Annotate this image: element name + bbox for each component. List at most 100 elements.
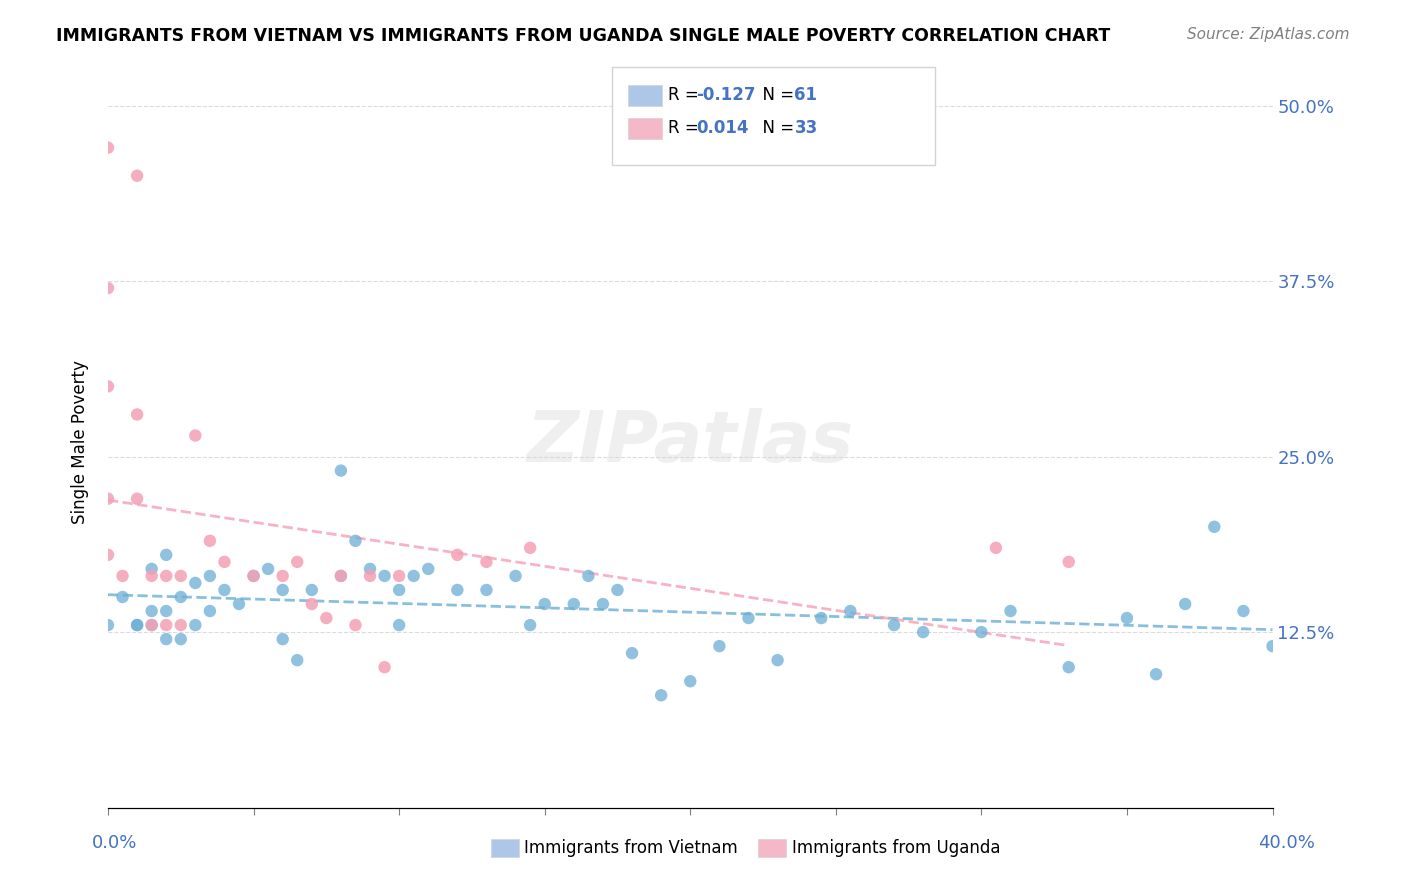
- Point: [155, 618, 177, 632]
- Point: [374, 569, 396, 583]
- Point: [329, 569, 352, 583]
- Point: [519, 618, 541, 632]
- Point: [155, 604, 177, 618]
- Point: [155, 632, 177, 646]
- Point: [170, 632, 193, 646]
- Point: [650, 688, 672, 702]
- Text: N =: N =: [752, 86, 800, 103]
- Point: [1232, 604, 1254, 618]
- Point: [766, 653, 789, 667]
- Point: [359, 562, 381, 576]
- Point: [1116, 611, 1139, 625]
- Point: [621, 646, 644, 660]
- Point: [984, 541, 1007, 555]
- Point: [359, 569, 381, 583]
- Point: [285, 555, 308, 569]
- Text: Source: ZipAtlas.com: Source: ZipAtlas.com: [1187, 27, 1350, 42]
- Text: ZIPatlas: ZIPatlas: [527, 408, 853, 477]
- Point: [533, 597, 555, 611]
- Point: [388, 618, 411, 632]
- Point: [97, 141, 120, 155]
- Point: [198, 533, 221, 548]
- Point: [271, 569, 294, 583]
- Point: [970, 625, 993, 640]
- Point: [271, 632, 294, 646]
- Text: Immigrants from Vietnam: Immigrants from Vietnam: [524, 839, 738, 857]
- Text: 0.014: 0.014: [696, 119, 748, 136]
- Point: [184, 576, 207, 591]
- Point: [606, 582, 628, 597]
- Point: [170, 618, 193, 632]
- Point: [184, 618, 207, 632]
- Point: [576, 569, 599, 583]
- Text: 33: 33: [794, 119, 818, 136]
- Point: [1174, 597, 1197, 611]
- Point: [141, 562, 163, 576]
- Point: [505, 569, 527, 583]
- Point: [198, 569, 221, 583]
- Point: [912, 625, 935, 640]
- Point: [709, 639, 731, 653]
- Point: [97, 281, 120, 295]
- Y-axis label: Single Male Poverty: Single Male Poverty: [72, 360, 89, 524]
- Point: [475, 582, 498, 597]
- Point: [592, 597, 614, 611]
- Point: [155, 548, 177, 562]
- Point: [97, 618, 120, 632]
- Point: [374, 660, 396, 674]
- Point: [475, 555, 498, 569]
- Point: [301, 582, 323, 597]
- Point: [562, 597, 585, 611]
- Point: [344, 618, 367, 632]
- Point: [198, 604, 221, 618]
- Point: [97, 379, 120, 393]
- Point: [111, 569, 134, 583]
- Point: [388, 569, 411, 583]
- Text: -0.127: -0.127: [696, 86, 755, 103]
- Point: [228, 597, 250, 611]
- Point: [97, 548, 120, 562]
- Text: 40.0%: 40.0%: [1258, 834, 1315, 852]
- Point: [402, 569, 425, 583]
- Point: [141, 618, 163, 632]
- Point: [388, 582, 411, 597]
- Text: N =: N =: [752, 119, 800, 136]
- Point: [418, 562, 440, 576]
- Point: [285, 653, 308, 667]
- Point: [214, 582, 236, 597]
- Point: [242, 569, 264, 583]
- Point: [839, 604, 862, 618]
- Point: [97, 491, 120, 506]
- Point: [883, 618, 905, 632]
- Point: [127, 169, 149, 183]
- Point: [170, 590, 193, 604]
- Point: [257, 562, 280, 576]
- Point: [446, 548, 468, 562]
- Point: [1144, 667, 1167, 681]
- Point: [1057, 660, 1080, 674]
- Point: [141, 618, 163, 632]
- Point: [214, 555, 236, 569]
- Point: [1000, 604, 1022, 618]
- Point: [329, 569, 352, 583]
- Point: [141, 604, 163, 618]
- Point: [155, 569, 177, 583]
- Point: [1057, 555, 1080, 569]
- Point: [737, 611, 759, 625]
- Point: [170, 569, 193, 583]
- Point: [446, 582, 468, 597]
- Point: [810, 611, 832, 625]
- Text: 0.0%: 0.0%: [91, 834, 136, 852]
- Text: 61: 61: [794, 86, 817, 103]
- Point: [344, 533, 367, 548]
- Point: [519, 541, 541, 555]
- Point: [127, 491, 149, 506]
- Point: [315, 611, 337, 625]
- Point: [184, 428, 207, 442]
- Point: [127, 618, 149, 632]
- Text: Immigrants from Uganda: Immigrants from Uganda: [792, 839, 1000, 857]
- Point: [127, 408, 149, 422]
- Text: R =: R =: [668, 119, 704, 136]
- Point: [1261, 639, 1284, 653]
- Point: [679, 674, 702, 689]
